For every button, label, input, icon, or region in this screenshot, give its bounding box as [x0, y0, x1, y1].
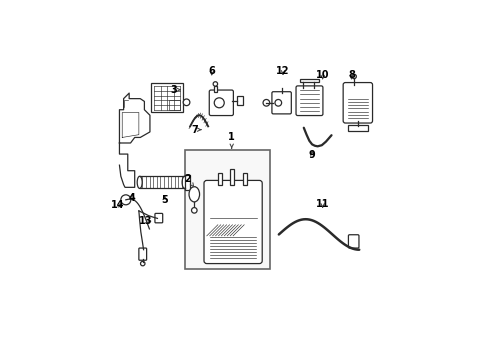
- FancyBboxPatch shape: [296, 86, 323, 116]
- FancyBboxPatch shape: [348, 235, 359, 248]
- Text: 9: 9: [309, 150, 316, 161]
- Text: 3: 3: [171, 85, 180, 95]
- Text: 8: 8: [348, 70, 355, 80]
- FancyBboxPatch shape: [209, 90, 233, 116]
- Circle shape: [352, 74, 356, 79]
- FancyBboxPatch shape: [155, 213, 163, 223]
- Bar: [169, 100, 180, 110]
- Ellipse shape: [182, 176, 187, 188]
- Circle shape: [263, 99, 270, 106]
- Circle shape: [213, 82, 218, 86]
- Text: 4: 4: [129, 193, 136, 203]
- Ellipse shape: [189, 186, 199, 202]
- Bar: [218, 174, 222, 185]
- Ellipse shape: [137, 176, 142, 188]
- Text: 12: 12: [276, 66, 290, 76]
- Bar: [214, 86, 217, 92]
- FancyBboxPatch shape: [151, 84, 183, 112]
- Circle shape: [141, 261, 145, 266]
- Bar: [243, 174, 247, 185]
- Bar: [230, 169, 235, 185]
- Circle shape: [214, 98, 224, 108]
- Bar: [237, 96, 243, 105]
- Text: 1: 1: [228, 132, 235, 148]
- Bar: [348, 125, 368, 131]
- Circle shape: [192, 208, 197, 213]
- Text: 10: 10: [316, 70, 329, 80]
- Circle shape: [121, 195, 131, 205]
- Text: 2: 2: [185, 174, 194, 187]
- Circle shape: [275, 99, 282, 106]
- FancyBboxPatch shape: [139, 248, 147, 260]
- Bar: [300, 79, 319, 82]
- FancyBboxPatch shape: [272, 92, 292, 114]
- Text: 11: 11: [316, 199, 329, 209]
- Text: 6: 6: [208, 66, 215, 76]
- Text: 14: 14: [111, 201, 124, 210]
- Bar: [185, 150, 270, 269]
- Text: 5: 5: [161, 195, 168, 205]
- Text: 13: 13: [139, 216, 152, 226]
- FancyBboxPatch shape: [204, 180, 262, 264]
- Circle shape: [183, 99, 190, 105]
- Polygon shape: [120, 143, 135, 187]
- FancyBboxPatch shape: [343, 82, 372, 123]
- Text: 7: 7: [191, 125, 201, 135]
- Bar: [185, 175, 190, 190]
- Polygon shape: [120, 93, 150, 143]
